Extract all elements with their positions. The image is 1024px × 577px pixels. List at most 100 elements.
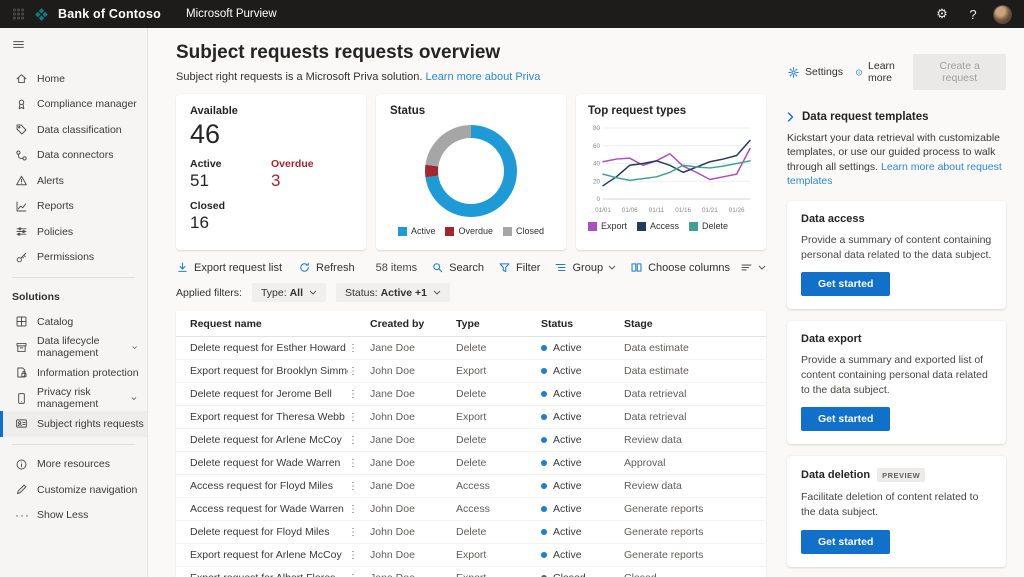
row-more-options-button[interactable]: ⋮ bbox=[348, 342, 358, 354]
group-button[interactable]: Group bbox=[554, 261, 616, 274]
sidebar-item-compliance-manager[interactable]: Compliance manager bbox=[0, 92, 147, 118]
sliders-icon bbox=[16, 227, 27, 236]
choose-columns-button[interactable]: Choose columns bbox=[630, 261, 730, 274]
learn-more-button[interactable]: Learn more bbox=[855, 60, 901, 84]
sidebar-item-customize-navigation[interactable]: Customize navigation bbox=[0, 477, 147, 503]
columns-icon bbox=[631, 263, 642, 272]
sidebar-item-subject-rights-requests[interactable]: Subject rights requests bbox=[0, 411, 147, 437]
refresh-button[interactable]: Refresh bbox=[298, 261, 355, 274]
status-dot bbox=[541, 391, 547, 397]
row-more-options-button[interactable]: ⋮ bbox=[348, 480, 358, 492]
sidebar-divider bbox=[12, 443, 135, 445]
settings-button[interactable]: Settings bbox=[787, 66, 843, 79]
sidebar-item-privacy-risk-management[interactable]: Privacy risk management bbox=[0, 386, 147, 412]
sidebar-item-permissions[interactable]: Permissions bbox=[0, 245, 147, 271]
template-card-data-export: Data export Provide a summary and export… bbox=[787, 321, 1006, 445]
svg-text:01/11: 01/11 bbox=[649, 207, 665, 214]
stage-cell: Generate reports bbox=[624, 549, 704, 561]
row-more-options-button[interactable]: ⋮ bbox=[348, 549, 358, 561]
status-dot bbox=[541, 575, 547, 577]
settings-gear-icon[interactable]: ⚙ bbox=[936, 6, 948, 21]
type-cell: Export bbox=[456, 572, 541, 577]
catalog-icon bbox=[16, 316, 27, 327]
column-header-created-by[interactable]: Created by bbox=[370, 317, 425, 330]
sidebar-item-reports[interactable]: Reports bbox=[0, 194, 147, 220]
status-cell: Active bbox=[541, 411, 624, 423]
table-row[interactable]: Delete request for Jerome Bell ⋮ Jane Do… bbox=[176, 383, 766, 406]
line-chart-legend: Export Access Delete bbox=[588, 221, 754, 231]
created-by-cell: Jane Doe bbox=[370, 434, 415, 446]
filter-button[interactable]: Filter bbox=[498, 261, 540, 274]
get-started-button[interactable]: Get started bbox=[801, 272, 891, 297]
export-request-list-button[interactable]: Export request list bbox=[176, 261, 282, 274]
request-name-cell: Export request for Arlene McCoy bbox=[190, 549, 342, 561]
app-launcher-icon[interactable] bbox=[12, 7, 25, 21]
search-button[interactable]: Search bbox=[431, 261, 484, 274]
priva-learn-more-link[interactable]: Learn more about Priva bbox=[425, 71, 541, 83]
created-by-cell: Jane Doe bbox=[370, 572, 456, 577]
table-row[interactable]: Export request for Arlene McCoy ⋮ John D… bbox=[176, 544, 766, 567]
sidebar-item-home[interactable]: Home bbox=[0, 66, 147, 92]
chevron-right-icon[interactable] bbox=[787, 112, 794, 122]
sidebar-item-data-lifecycle-management[interactable]: Data lifecycle management bbox=[0, 335, 147, 361]
table-row[interactable]: Delete request for Wade Warren ⋮ Jane Do… bbox=[176, 452, 766, 475]
column-header-type[interactable]: Type bbox=[456, 317, 480, 330]
sidebar-item-more-resources[interactable]: More resources bbox=[0, 452, 147, 478]
get-started-button[interactable]: Get started bbox=[801, 407, 891, 432]
type-cell: Export bbox=[456, 411, 487, 423]
sidebar-item-policies[interactable]: Policies bbox=[0, 219, 147, 245]
table-row[interactable]: Delete request for Esther Howard ⋮ Jane … bbox=[176, 337, 766, 360]
svg-text:40: 40 bbox=[593, 161, 601, 168]
row-more-options-button[interactable]: ⋮ bbox=[348, 457, 358, 469]
stage-cell: Generate reports bbox=[624, 503, 704, 515]
column-header-stage[interactable]: Stage bbox=[624, 317, 653, 330]
create-a-request-button[interactable]: Create a request bbox=[913, 54, 1006, 90]
row-more-options-button[interactable]: ⋮ bbox=[348, 573, 370, 577]
created-by-cell: Jane Doe bbox=[370, 388, 415, 400]
active-stat: Active 51 bbox=[190, 158, 222, 190]
header-actions: Settings Learn more Create a request bbox=[787, 54, 1006, 90]
request-templates-learn-more-link[interactable]: Learn more about request templates bbox=[787, 160, 1002, 188]
user-avatar[interactable] bbox=[993, 4, 1012, 24]
column-header-status[interactable]: Status bbox=[541, 317, 574, 330]
view-options-button[interactable] bbox=[740, 261, 766, 274]
gear-icon bbox=[788, 66, 799, 78]
row-more-options-button[interactable]: ⋮ bbox=[348, 388, 358, 400]
table-row[interactable]: Export request for Theresa Webb ⋮ John D… bbox=[176, 406, 766, 429]
row-more-options-button[interactable]: ⋮ bbox=[348, 526, 358, 538]
get-started-button[interactable]: Get started bbox=[801, 529, 891, 554]
column-header-request-name[interactable]: Request name bbox=[190, 317, 262, 330]
collapse-nav-button[interactable] bbox=[0, 36, 147, 66]
row-more-options-button[interactable]: ⋮ bbox=[348, 434, 358, 446]
sidebar-item-catalog[interactable]: Catalog bbox=[0, 309, 147, 335]
sidebar-item-alerts[interactable]: Alerts bbox=[0, 168, 147, 194]
sidebar-item-information-protection[interactable]: Information protection bbox=[0, 360, 147, 386]
filter-pill-type[interactable]: Type: All bbox=[251, 283, 326, 302]
table-row[interactable]: Access request for Floyd Miles ⋮ Jane Do… bbox=[176, 475, 766, 498]
top-bar: Bank of Contoso Microsoft Purview ⚙ ? bbox=[0, 0, 1024, 28]
table-row[interactable]: Delete request for Arlene McCoy ⋮ Jane D… bbox=[176, 429, 766, 452]
row-more-options-button[interactable]: ⋮ bbox=[348, 503, 358, 515]
pencil-icon bbox=[16, 484, 27, 495]
type-cell: Export bbox=[456, 365, 487, 377]
row-more-options-button[interactable]: ⋮ bbox=[348, 411, 358, 423]
table-row[interactable]: Delete request for Floyd Miles ⋮ John Do… bbox=[176, 521, 766, 544]
status-cell: Active bbox=[541, 365, 624, 377]
filter-pill-status[interactable]: Status: Active +1 bbox=[335, 283, 450, 302]
sidebar-item-show-less[interactable]: ··· Show Less bbox=[15, 508, 89, 523]
table-row[interactable]: Export request for Brooklyn Simmons ⋮ Jo… bbox=[176, 360, 766, 383]
help-icon[interactable]: ? bbox=[969, 6, 977, 22]
status-cell: Active bbox=[541, 434, 624, 446]
row-more-options-button[interactable]: ⋮ bbox=[348, 365, 358, 377]
created-by-cell: Jane Doe bbox=[370, 480, 415, 492]
table-row[interactable]: Access request for Wade Warren ⋮ John Do… bbox=[176, 498, 766, 521]
info-circle-icon bbox=[855, 68, 863, 76]
legend-swatch bbox=[637, 221, 647, 231]
search-icon bbox=[433, 263, 443, 273]
table-row[interactable]: Export request for Albert Flores ⋮ Jane … bbox=[176, 567, 766, 577]
type-cell: Export bbox=[456, 549, 487, 561]
sidebar-item-data-classification[interactable]: Data classification bbox=[0, 117, 147, 143]
hamburger-icon bbox=[13, 41, 24, 48]
created-by-cell: John Doe bbox=[370, 365, 415, 377]
sidebar-item-data-connectors[interactable]: Data connectors bbox=[0, 143, 147, 169]
